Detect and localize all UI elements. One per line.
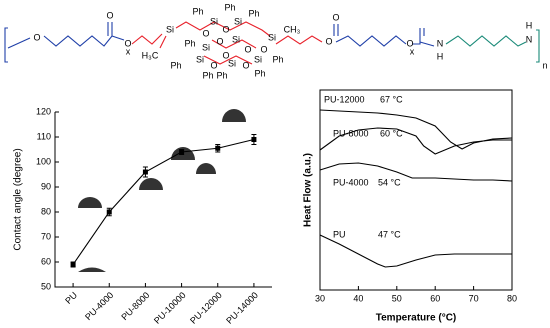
atom-label: H₃C [142, 50, 159, 60]
atom-label: Si [234, 16, 242, 26]
annotation: PU-4000 [333, 177, 369, 187]
annotation: PU-12000 [324, 94, 365, 104]
droplets [78, 109, 246, 272]
atom-label: Si [268, 32, 276, 42]
atom-label: Si [202, 42, 210, 52]
atom-label: Ph [272, 54, 283, 64]
droplet [78, 197, 102, 208]
structure-bonds [4, 21, 540, 65]
plot-frame [319, 89, 513, 291]
atom-label: Ph [254, 68, 265, 78]
atom-label: Si [166, 24, 174, 34]
atom-label: Si [210, 16, 218, 26]
atom-label: x [126, 46, 131, 56]
atom-label: O [406, 38, 413, 48]
series-line [319, 162, 513, 182]
series-line [319, 127, 512, 155]
atom-label: N [526, 34, 533, 44]
marker [179, 149, 185, 155]
series-line [319, 109, 513, 150]
droplet [196, 163, 216, 174]
x-axis-title: Temperature (°C) [376, 313, 457, 324]
atom-label: Si [254, 54, 262, 64]
atom-label: O [332, 12, 339, 22]
x-tick-label: PU-4000 [83, 290, 115, 322]
droplet [78, 267, 106, 272]
bond [445, 29, 540, 63]
atom-label: O [33, 32, 40, 42]
atom-label: H [437, 51, 444, 61]
marker [106, 209, 112, 215]
y-tick-label: 100 [36, 156, 51, 166]
bond [131, 21, 323, 65]
y-tick-label: 70 [41, 231, 51, 241]
x-tick-label: 40 [353, 293, 363, 303]
y-tick-label: 110 [37, 131, 51, 141]
y-tick-label: 90 [41, 181, 51, 191]
x-tick-label: 30 [315, 293, 325, 303]
atom-label: Ph [170, 60, 181, 70]
droplet [222, 109, 246, 122]
x-tick-label: PU [63, 290, 79, 306]
marker [215, 145, 221, 151]
annotation: 60 °C [380, 128, 403, 138]
atom-label: CH₃ [284, 24, 301, 34]
x-tick-label: 70 [469, 293, 479, 303]
atom-label: Ph [248, 8, 259, 18]
atom-label: O [242, 60, 249, 70]
annotation: 47 °C [378, 229, 401, 239]
x-tick-label: PU-8000 [119, 290, 151, 322]
marker [251, 137, 257, 142]
atom-label: O [210, 60, 217, 70]
atom-label: Ph [202, 70, 213, 80]
atom-label: Ph [184, 38, 195, 48]
y-axis-title: Heat Flow (a.u.) [303, 153, 314, 227]
droplet [139, 178, 163, 190]
marker [70, 262, 76, 267]
atom-label: O [222, 50, 229, 60]
y-tick-label: 50 [41, 281, 51, 291]
atom-label: O [244, 44, 251, 54]
atom-label: n [542, 60, 547, 70]
annotation: 67 °C [380, 94, 403, 104]
x-tick-label: 80 [507, 293, 517, 303]
atom-label: O [106, 10, 113, 20]
x-tick-label: 50 [392, 293, 402, 303]
atom-label: Ph [192, 6, 203, 16]
atom-label: O [325, 36, 332, 46]
atom-label: O [216, 36, 223, 46]
atom-label: H [526, 20, 533, 30]
annotation: 54 °C [378, 177, 401, 187]
atom-label: x [410, 46, 415, 56]
x-tick-label: PU-14000 [224, 290, 260, 326]
atom-label: O [124, 38, 131, 48]
bond [333, 24, 435, 47]
atom-label: Si [228, 58, 236, 68]
marker [142, 169, 148, 175]
atom-label: Ph [224, 2, 235, 12]
y-tick-label: 80 [41, 206, 51, 216]
x-tick-label: PU-10000 [152, 290, 188, 326]
atom-label: Si [196, 54, 204, 64]
y-tick-label: 60 [41, 256, 51, 266]
y-tick-label: 120 [36, 106, 51, 116]
x-tick-label: PU-12000 [188, 290, 224, 326]
annotation: PU [333, 229, 346, 239]
atom-label: O [222, 24, 229, 34]
x-tick-label: 60 [430, 293, 440, 303]
bond [4, 22, 125, 63]
atom-label: Si [232, 34, 240, 44]
atom-label: Ph [216, 70, 227, 80]
atom-label: N [437, 38, 444, 48]
series-line [72, 138, 255, 265]
atom-label: O [260, 44, 267, 54]
series-line [319, 234, 512, 268]
annotation: PU-8000 [333, 128, 369, 138]
atom-label: O [202, 28, 209, 38]
y-axis-title: Contact angle (degree) [13, 148, 24, 250]
